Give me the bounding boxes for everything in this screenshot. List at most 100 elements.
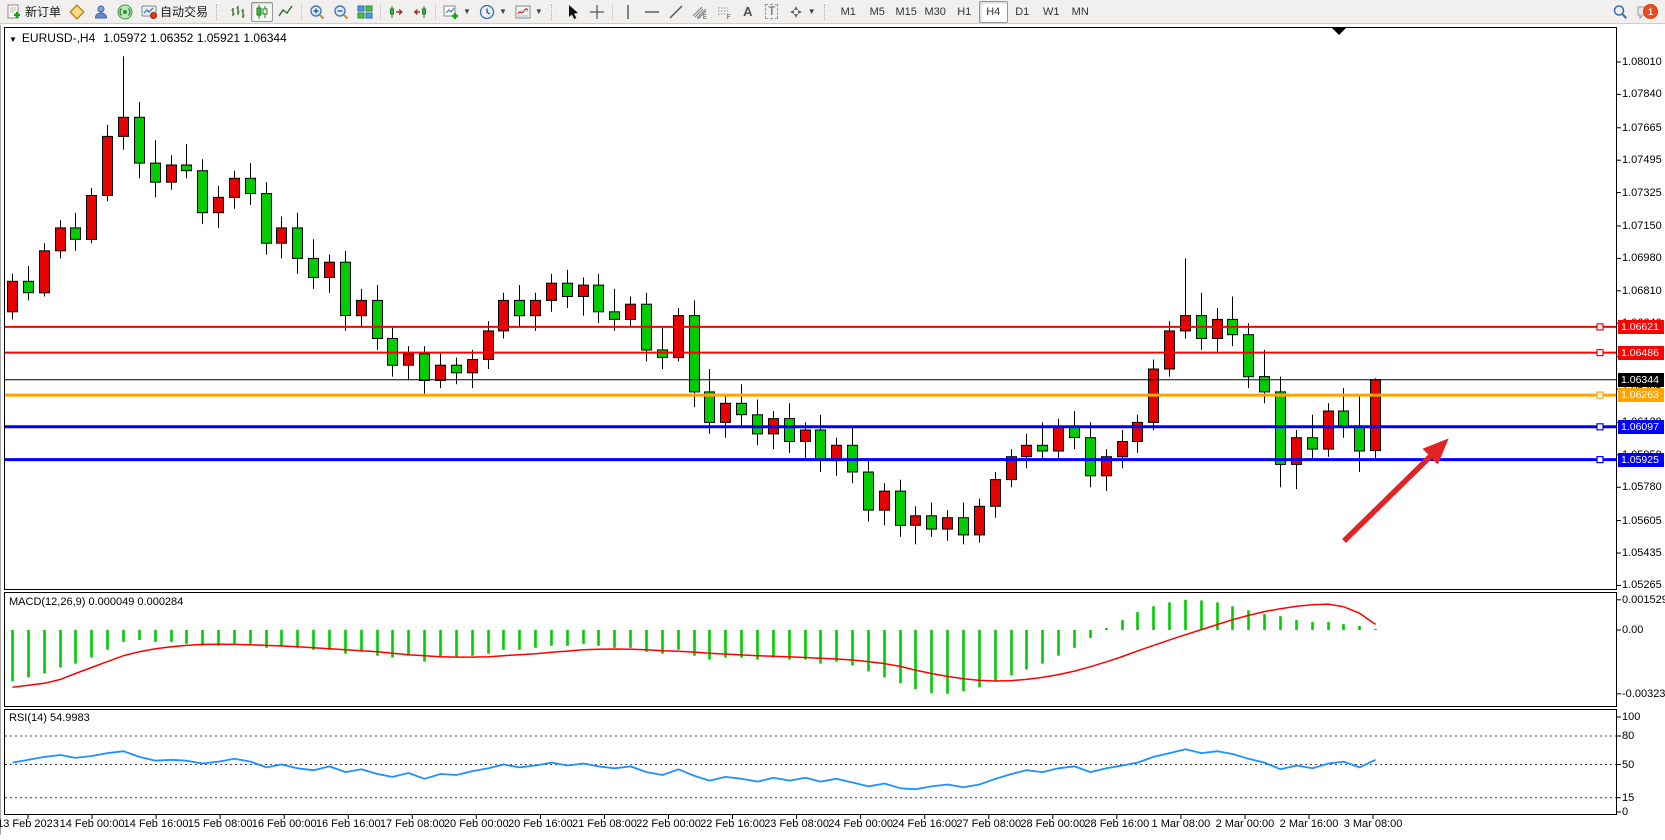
- text-label-button[interactable]: T: [761, 2, 783, 22]
- new-chart-button[interactable]: ▼: [440, 2, 474, 22]
- bar-chart-button[interactable]: [227, 2, 249, 22]
- candlestick-chart-button[interactable]: [251, 1, 274, 22]
- new-order-icon: [6, 4, 22, 20]
- toolbar-separator: [435, 3, 437, 20]
- main-chart-pane[interactable]: [4, 27, 1617, 590]
- toolbar-grip: [550, 3, 557, 20]
- horizontal-line-button[interactable]: [641, 2, 663, 22]
- zoom-out-button[interactable]: [330, 2, 352, 22]
- time-tick-label: 22 Feb 16:00: [700, 818, 765, 830]
- macd-axis-label: -0.003232: [1622, 687, 1665, 700]
- search-icon: [1612, 4, 1628, 20]
- chart-menu-icon[interactable]: ▼: [9, 35, 17, 44]
- timeframe-H1[interactable]: H1: [957, 5, 972, 18]
- price-line-label-1.06097: 1.06097: [1618, 419, 1664, 434]
- trendline-icon: [668, 4, 684, 20]
- rsi-pane[interactable]: [4, 709, 1617, 815]
- chart-shift-button[interactable]: [409, 2, 431, 22]
- bar-chart-icon: [230, 4, 246, 20]
- price-tick-label: 1.05265: [1622, 579, 1662, 592]
- crosshair-button[interactable]: [586, 2, 608, 22]
- time-tick-label: 3 Mar 08:00: [1343, 818, 1403, 830]
- toolbar-separator: [611, 3, 613, 20]
- price-line-label-1.06263: 1.06263: [1618, 388, 1664, 403]
- time-tick-label: 1 Mar 08:00: [1151, 818, 1211, 830]
- time-tick-label: 28 Feb 00:00: [1020, 818, 1086, 830]
- text-button[interactable]: A: [737, 2, 759, 22]
- time-tick-label: 16 Feb 00:00: [251, 818, 317, 830]
- search-button[interactable]: [1609, 2, 1631, 22]
- arrows-button[interactable]: ▼: [785, 2, 819, 22]
- ohlc-values: 1.05972 1.06352 1.05921 1.06344: [103, 31, 287, 45]
- navigator-button[interactable]: [90, 2, 112, 22]
- navigator-icon: [93, 4, 109, 20]
- time-tick-label: 15 Feb 08:00: [187, 818, 253, 830]
- time-tick-label: 14 Feb 16:00: [123, 818, 189, 830]
- tile-windows-button[interactable]: [354, 2, 376, 22]
- crosshair-icon: [589, 4, 605, 20]
- line-chart-button[interactable]: [275, 2, 297, 22]
- price-line-label-1.06621: 1.06621: [1618, 319, 1664, 334]
- dropdown-caret-icon: ▼: [498, 7, 507, 16]
- macd-axis-label: 0.001529: [1622, 593, 1665, 606]
- timeframe-H4[interactable]: H4: [978, 0, 1008, 23]
- vertical-line-icon: [620, 4, 636, 20]
- macd-pane[interactable]: [4, 592, 1617, 707]
- price-tick-label: 1.07150: [1622, 219, 1662, 232]
- templates-button[interactable]: ▼: [512, 2, 546, 22]
- macd-axis-label: 0.00: [1622, 624, 1644, 636]
- main-toolbar: 新订单 自动交易: [0, 0, 1665, 24]
- autotrading-button[interactable]: 自动交易: [138, 2, 211, 22]
- chart-shift-icon: [412, 4, 428, 20]
- dropdown-caret-icon: ▼: [463, 7, 471, 16]
- dropdown-caret-icon: ▼: [807, 7, 816, 16]
- timeframe-M15[interactable]: M15: [895, 5, 917, 18]
- arrows-icon: [788, 4, 804, 20]
- tile-windows-icon: [357, 4, 373, 20]
- price-line-label-1.06486: 1.06486: [1618, 345, 1664, 360]
- price-tick-label: 1.05605: [1622, 514, 1662, 527]
- chart-title: ▼ EURUSD-,H4 1.05972 1.06352 1.05921 1.063…: [9, 31, 287, 45]
- timeframe-M1[interactable]: M1: [840, 5, 856, 18]
- rsi-axis-label: 80: [1622, 730, 1635, 742]
- price-tick-label: 1.07495: [1622, 154, 1662, 167]
- vertical-line-button[interactable]: [617, 2, 639, 22]
- zoom-in-button[interactable]: [306, 2, 328, 22]
- time-tick-label: 2 Mar 16:00: [1279, 818, 1339, 830]
- periods-button[interactable]: ▼: [476, 2, 510, 22]
- cursor-icon: [565, 4, 581, 20]
- market-watch-icon: [69, 3, 85, 20]
- trendline-button[interactable]: [665, 2, 687, 22]
- rsi-indicator-label: RSI(14) 54.9983: [9, 712, 90, 724]
- notifications-button[interactable]: 1: [1633, 2, 1658, 22]
- auto-scroll-icon: [388, 4, 404, 20]
- new-order-button[interactable]: 新订单: [3, 2, 64, 22]
- price-tick-label: 1.08010: [1622, 56, 1662, 68]
- price-tick-label: 1.05435: [1622, 547, 1662, 560]
- notification-badge: 1: [1643, 4, 1658, 19]
- horizontal-line-icon: [644, 4, 660, 20]
- time-tick-label: 2 Mar 00:00: [1215, 818, 1275, 830]
- toolbar-grip: [823, 3, 830, 20]
- autotrading-icon: [141, 4, 158, 20]
- signals-button[interactable]: [114, 2, 136, 22]
- timeframe-group: M1 M5 M15 M30 H1 H4 D1 W1 MN: [834, 0, 1095, 23]
- toolbar-separator: [301, 3, 303, 20]
- price-tick-label: 1.06980: [1622, 252, 1662, 265]
- market-watch-button[interactable]: [66, 2, 88, 22]
- auto-scroll-button[interactable]: [385, 2, 407, 22]
- equidistant-channel-button[interactable]: E: [689, 2, 711, 22]
- timeframe-D1[interactable]: D1: [1015, 5, 1030, 18]
- timeframe-W1[interactable]: W1: [1042, 5, 1060, 18]
- candlestick-chart-icon: [254, 4, 270, 20]
- fibonacci-button[interactable]: F: [713, 2, 735, 22]
- timeframe-M5[interactable]: M5: [869, 5, 885, 18]
- time-tick-label: 24 Feb 00:00: [828, 818, 894, 830]
- price-tick-label: 1.05780: [1622, 481, 1662, 494]
- text-icon: A: [743, 4, 753, 19]
- time-tick-label: 14 Feb 00:00: [59, 818, 125, 830]
- price-tick-label: 1.07840: [1622, 88, 1662, 101]
- timeframe-MN[interactable]: MN: [1071, 5, 1089, 18]
- cursor-button[interactable]: [562, 2, 584, 22]
- timeframe-M30[interactable]: M30: [924, 5, 946, 18]
